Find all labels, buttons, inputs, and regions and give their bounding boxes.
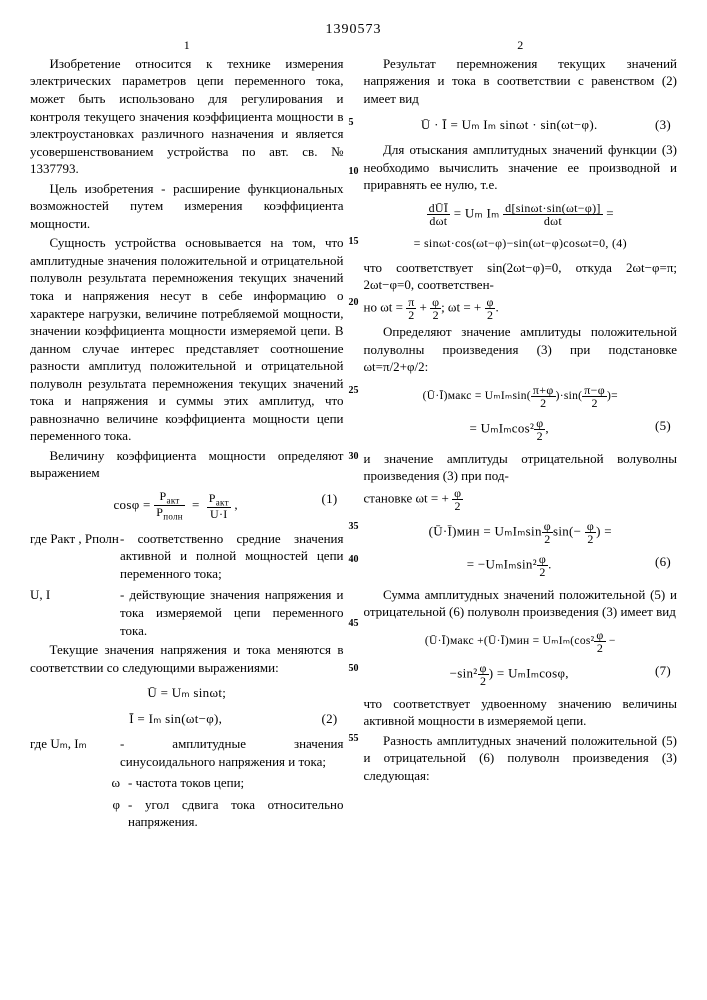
header: 1390573 <box>30 20 677 40</box>
where-1-label: где Pакт , Pполн <box>30 530 120 583</box>
eq5-number: (5) <box>655 417 671 435</box>
col-number-left: 1 <box>184 37 190 53</box>
where-4-text: - частота токов цепи; <box>128 774 344 792</box>
para-r8: Разность амплитудных значений положитель… <box>364 732 678 785</box>
where-2: U, I - действующие значения напряжения и… <box>30 586 344 639</box>
left-column: 1 Изобретение относится к технике измере… <box>30 55 344 833</box>
where-2-label: U, I <box>30 586 120 639</box>
p3b-text: но ωt = <box>364 299 407 314</box>
where-4: ω - частота токов цепи; <box>30 774 344 792</box>
patent-number: 1390573 <box>326 22 382 37</box>
equation-5b: = UₘIₘcos²φ2, (5) <box>364 417 678 442</box>
where-5: φ - угол сдвига тока относительно напряж… <box>30 796 344 831</box>
line-marker-5: 5 <box>349 116 354 130</box>
two-column-layout: 1 Изобретение относится к технике измере… <box>30 55 677 833</box>
line-marker-30: 30 <box>349 450 359 464</box>
eq6a-text: (Ū·Ī)мин = UₘIₘsin <box>429 523 542 538</box>
eq3-text: Ū · Ī = Uₘ Iₘ sinωt · sin(ωt−φ). <box>421 117 598 132</box>
eq6-number: (6) <box>655 553 671 571</box>
col-number-right: 2 <box>517 37 523 53</box>
para-r3a: что соответствует sin(2ωt−φ)=0, откуда 2… <box>364 259 678 294</box>
equation-5a: (Ū·Ī)макс = UₘIₘsin(π+φ2)·sin(π−φ2)= <box>364 384 678 409</box>
line-marker-10: 10 <box>349 165 359 179</box>
para-r2: Для отыскания амплитудных значений функц… <box>364 141 678 194</box>
eq5a-text: (Ū·Ī)макс = UₘIₘsin( <box>423 390 531 402</box>
eq2b-text: Ī = Iₘ sin(ωt−φ), <box>129 711 222 726</box>
where-5-label: φ <box>30 796 128 831</box>
eq4a-mid: = Uₘ Iₘ <box>454 205 503 220</box>
equation-6a: (Ū·Ī)мин = UₘIₘsinφ2sin(− φ2) = <box>364 520 678 545</box>
equation-2a: Ū = Uₘ sinωt; <box>30 684 344 702</box>
where-3-text: - амплитудные значения синусоидального н… <box>120 735 344 770</box>
para-goal: Цель изобретения - расширение функционал… <box>30 180 344 233</box>
para-r3b: но ωt = π2 + φ2; ωt = + φ2. <box>364 296 678 321</box>
eq5b-text: = UₘIₘcos² <box>469 420 534 435</box>
equation-2b: Ī = Iₘ sin(ωt−φ), (2) <box>30 710 344 728</box>
eq7-number: (7) <box>655 662 671 680</box>
eq1-number: (1) <box>321 490 337 508</box>
where-5-text: - угол сдвига тока относительно напряжен… <box>128 796 344 831</box>
para-r5b: становке ωt = + φ2 <box>364 487 678 512</box>
where-3: где Uₘ, Iₘ - амплитудные значения синусо… <box>30 735 344 770</box>
equation-7b: −sin²φ2) = UₘIₘcosφ, (7) <box>364 662 678 687</box>
line-marker-35: 35 <box>349 520 359 534</box>
para-r5: и значение амплитуды отрицательной волув… <box>364 450 678 485</box>
line-marker-45: 45 <box>349 617 359 631</box>
equation-4a: dŪĪdωt = Uₘ Iₘ d[sinωt·sin(ωt−φ)]dωt = <box>364 202 678 227</box>
where-1: где Pакт , Pполн - соответственно средни… <box>30 530 344 583</box>
eq3-number: (3) <box>655 116 671 134</box>
right-column: 2 Результат перемножения текущих значени… <box>364 55 678 833</box>
equation-3: Ū · Ī = Uₘ Iₘ sinωt · sin(ωt−φ). (3) <box>364 116 678 134</box>
eq7a-text: (Ū·Ī)макс +(Ū·Ī)мин = UₘIₘ(cos² <box>425 635 595 647</box>
para-intro: Изобретение относится к технике измерени… <box>30 55 344 178</box>
equation-1: cosφ = PактPполн = PактU·I , (1) <box>30 490 344 522</box>
line-marker-40: 40 <box>349 553 359 567</box>
para-r7: что соответствует удвоенному значению ве… <box>364 695 678 730</box>
where-3-label: где Uₘ, Iₘ <box>30 735 120 770</box>
eq6b-text: = −UₘIₘsin² <box>467 556 537 571</box>
equation-4b: = sinωt·cos(ωt−φ)−sin(ωt−φ)cosωt=0, (4) <box>364 235 678 251</box>
where-2-text: - действующие значения напряжения и тока… <box>120 586 344 639</box>
line-marker-55: 55 <box>349 732 359 746</box>
p5b-text: становке ωt = + <box>364 490 453 505</box>
eq7b-text: −sin² <box>450 665 478 680</box>
eq7c-text: ) = UₘIₘcosφ, <box>489 665 569 680</box>
equation-7a: (Ū·Ī)макс +(Ū·Ī)мин = UₘIₘ(cos²φ2 − <box>364 629 678 654</box>
para-current-values: Текущие значения напряжения и тока меняю… <box>30 641 344 676</box>
line-marker-25: 25 <box>349 384 359 398</box>
para-r6: Сумма амплитудных значений положительной… <box>364 586 678 621</box>
line-marker-15: 15 <box>349 235 359 249</box>
para-coef: Величину коэффициента мощности определяю… <box>30 447 344 482</box>
para-essence: Сущность устройства основывается на том,… <box>30 234 344 445</box>
eq1-lhs: cosφ = <box>113 497 154 512</box>
equation-6b: = −UₘIₘsin²φ2. (6) <box>364 553 678 578</box>
eq2-number: (2) <box>321 710 337 728</box>
where-1-text: - соответственно средние значения активн… <box>120 530 344 583</box>
where-4-label: ω <box>30 774 128 792</box>
para-r1: Результат перемножения текущих значений … <box>364 55 678 108</box>
line-marker-20: 20 <box>349 296 359 310</box>
para-r4: Определяют значение амплитуды положитель… <box>364 323 678 376</box>
line-marker-50: 50 <box>349 662 359 676</box>
